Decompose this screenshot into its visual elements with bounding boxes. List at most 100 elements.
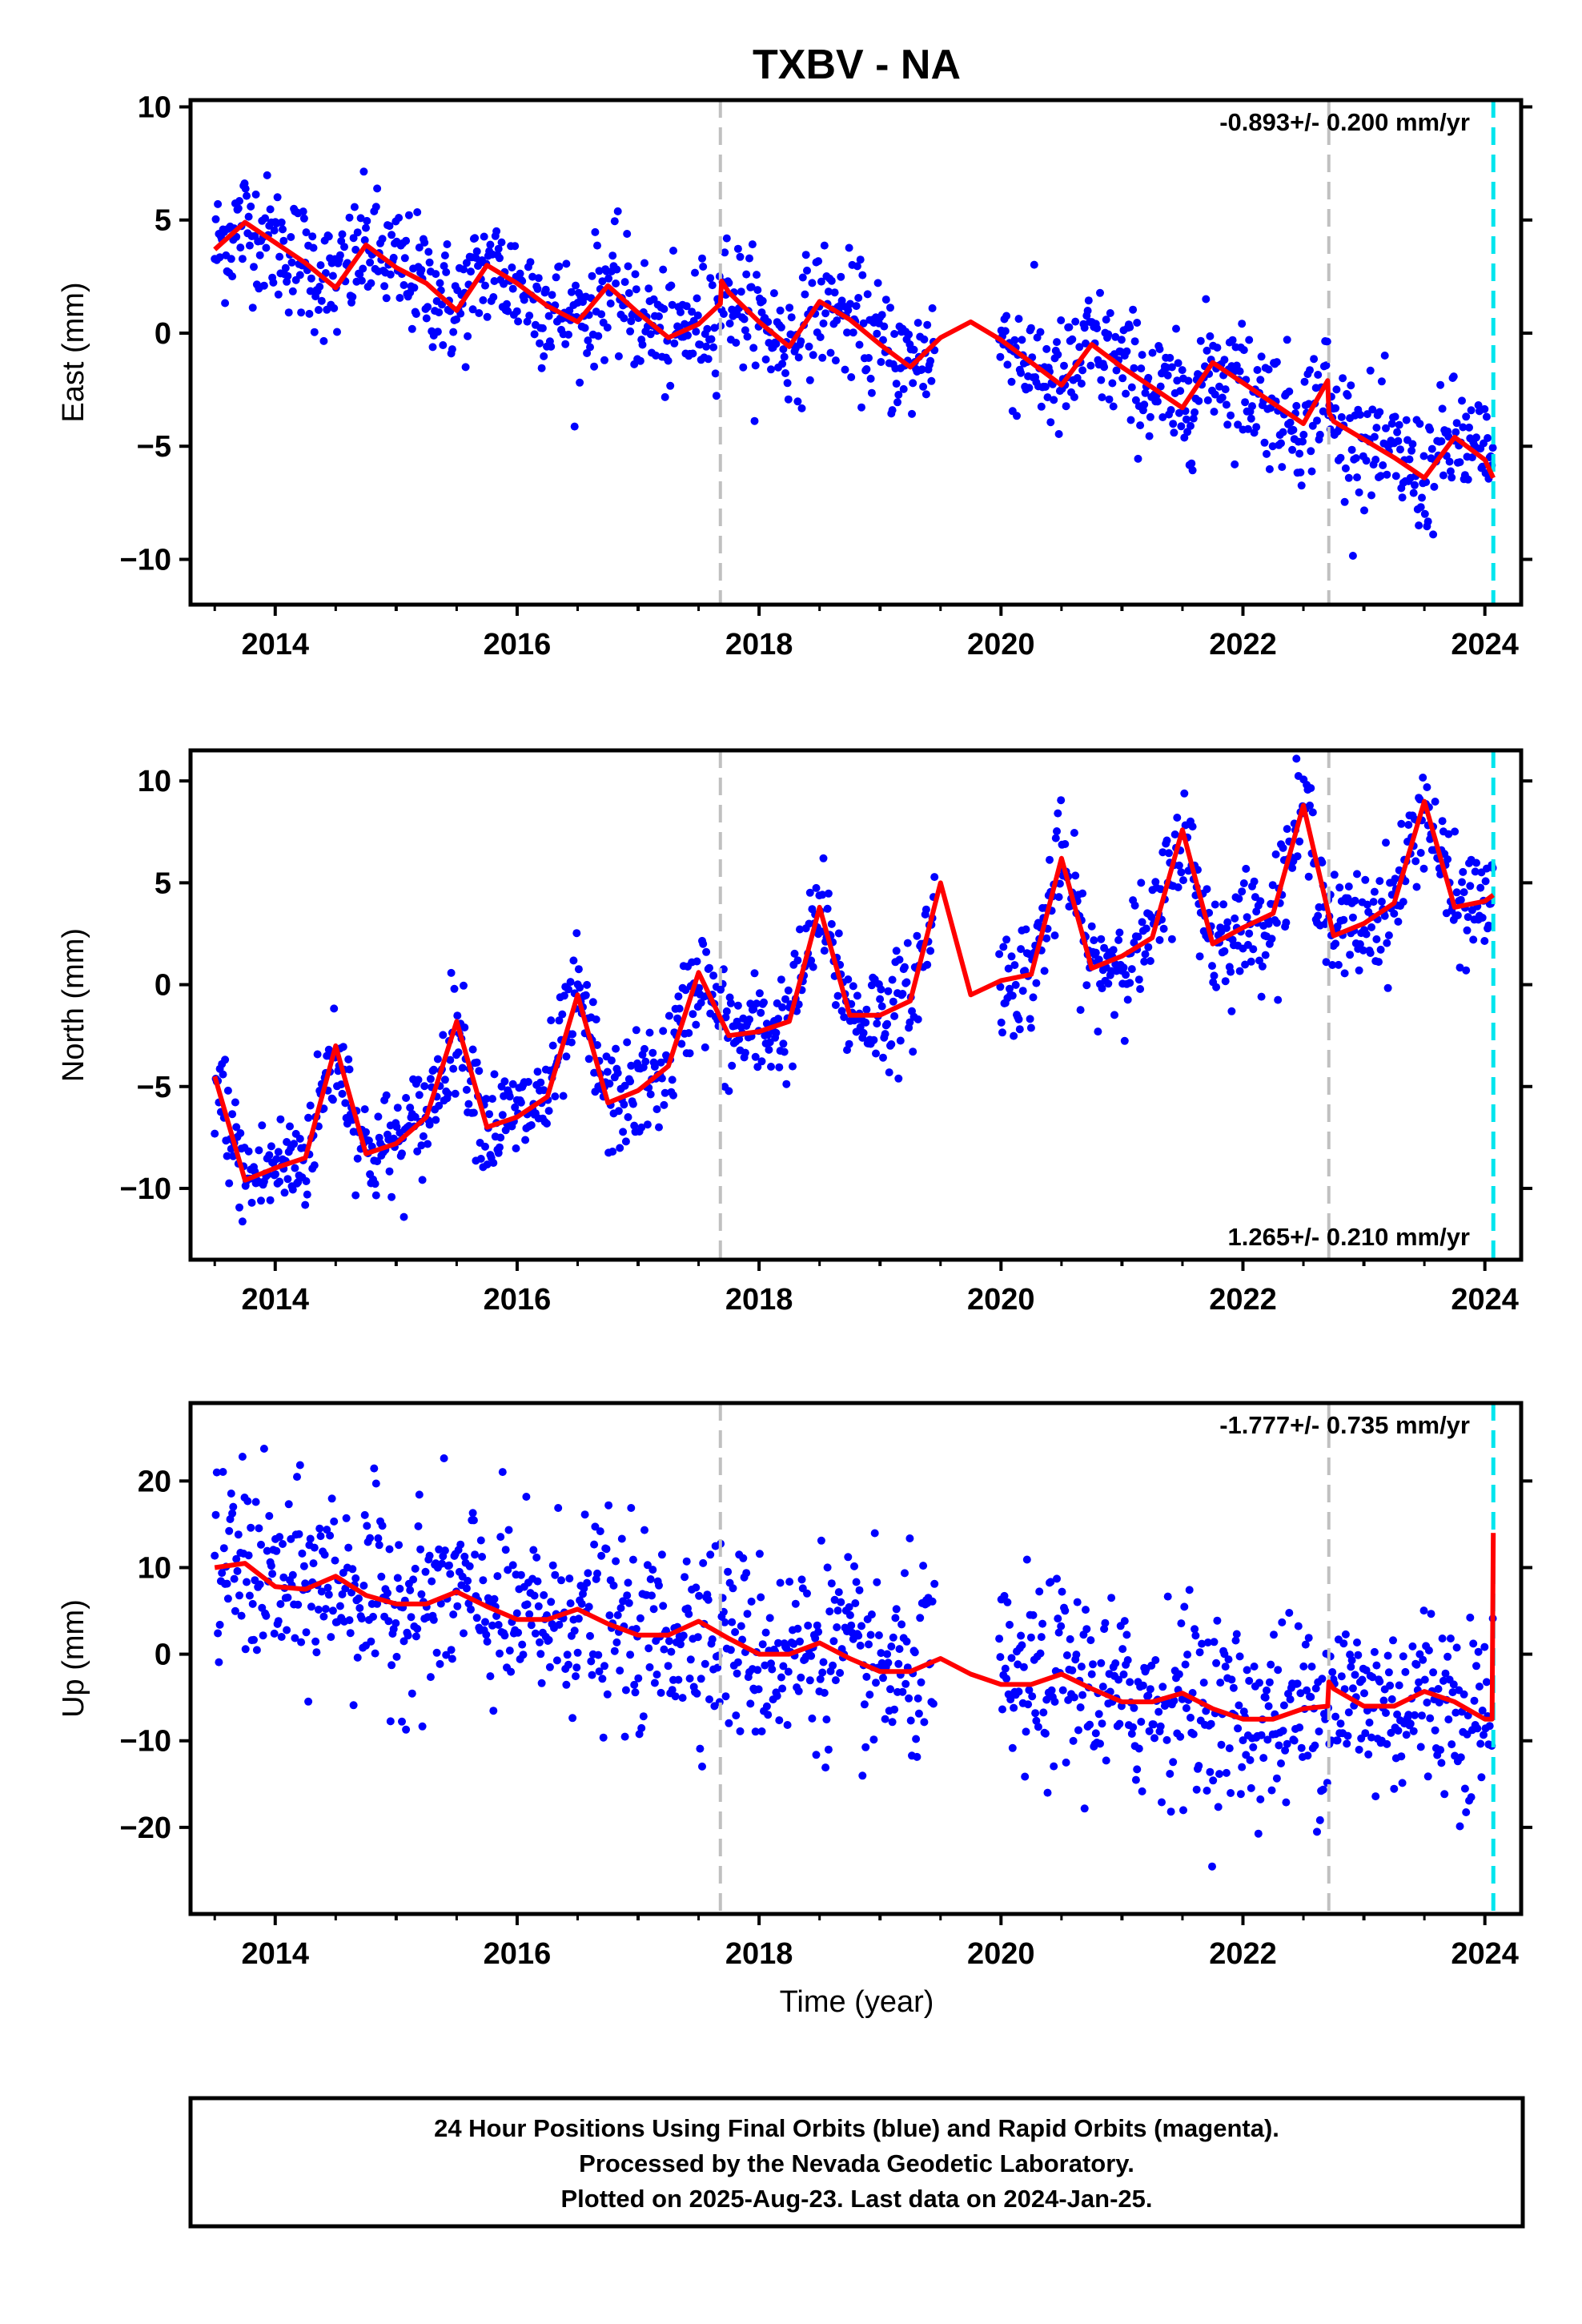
up-data-point (1145, 1727, 1154, 1735)
east-data-point (373, 184, 382, 193)
up-data-point (602, 1545, 611, 1554)
up-data-point (818, 1668, 827, 1677)
up-data-point (291, 1634, 299, 1642)
north-data-point (521, 1136, 530, 1144)
north-data-point (1195, 952, 1204, 961)
north-data-point (414, 1076, 423, 1084)
up-data-point (679, 1631, 688, 1640)
up-data-point (1383, 1739, 1391, 1748)
north-data-point (909, 1047, 917, 1056)
north-data-point (790, 949, 799, 958)
up-data-point (1480, 1642, 1489, 1651)
up-data-point (1050, 1762, 1058, 1771)
up-data-point (1301, 1640, 1310, 1649)
up-data-point (1482, 1678, 1491, 1687)
east-data-point (1158, 413, 1167, 421)
up-data-point (268, 1570, 277, 1578)
east-data-point (1213, 344, 1222, 352)
north-data-point (472, 1058, 481, 1067)
north-data-point (1091, 948, 1100, 957)
east-data-point (420, 238, 429, 247)
up-data-point (1452, 1708, 1460, 1717)
up-data-point (616, 1604, 625, 1612)
north-data-point (1098, 984, 1106, 993)
up-data-point (235, 1591, 243, 1600)
north-data-point (1382, 838, 1390, 847)
up-data-point (656, 1688, 665, 1697)
north-data-point (232, 1123, 241, 1132)
up-data-point (1185, 1586, 1194, 1594)
up-data-point (1397, 1752, 1406, 1761)
east-data-point (1299, 430, 1308, 439)
up-data-point (234, 1530, 243, 1539)
up-data-point (1447, 1740, 1456, 1749)
up-data-point (692, 1583, 701, 1592)
east-data-point (1247, 414, 1255, 423)
east-data-point (659, 265, 668, 274)
up-data-point (1082, 1606, 1090, 1614)
north-data-point (1040, 967, 1049, 975)
up-data-point (906, 1716, 915, 1725)
north-data-point (1122, 971, 1130, 979)
up-data-point (914, 1709, 923, 1718)
up-data-point (552, 1656, 561, 1665)
up-data-point (453, 1602, 462, 1610)
up-data-point (387, 1661, 396, 1670)
up-data-point (1031, 1709, 1040, 1718)
up-data-point (617, 1534, 626, 1543)
up-data-point (821, 1763, 830, 1772)
up-y-axis-label: Up (mm) (57, 1599, 90, 1718)
north-data-point (288, 1185, 297, 1194)
up-data-point (685, 1675, 694, 1683)
east-data-point (702, 342, 711, 351)
east-data-point (586, 343, 594, 352)
up-data-point (1082, 1625, 1091, 1634)
up-data-point (1043, 1788, 1052, 1797)
east-data-point (1084, 296, 1093, 305)
east-data-point (1025, 384, 1034, 392)
east-data-point (359, 167, 368, 176)
up-data-point (1440, 1790, 1449, 1799)
north-data-point (630, 1121, 639, 1130)
north-data-point (668, 1076, 677, 1084)
up-data-point (630, 1680, 639, 1689)
north-data-point (881, 1030, 889, 1039)
north-data-point (1147, 913, 1156, 922)
up-data-point (1006, 1620, 1014, 1629)
east-data-point (808, 279, 817, 287)
east-y-tick-label: 10 (138, 90, 171, 124)
up-data-point (414, 1522, 423, 1530)
east-data-point (1017, 368, 1026, 377)
up-data-point (1144, 1691, 1153, 1700)
up-data-point (247, 1523, 255, 1532)
east-data-point (644, 284, 653, 293)
up-data-point (1343, 1739, 1351, 1748)
north-data-point (1174, 883, 1182, 891)
north-data-point (1363, 900, 1371, 909)
up-data-point (1221, 1663, 1230, 1671)
east-data-point (1137, 364, 1146, 373)
east-data-point (1348, 552, 1357, 560)
east-data-point (1189, 414, 1198, 423)
east-data-point (737, 287, 745, 296)
up-data-point (1000, 1591, 1009, 1600)
up-data-point (418, 1722, 427, 1731)
east-data-point (250, 263, 258, 271)
east-data-point (1046, 418, 1055, 427)
east-data-point (843, 328, 851, 337)
east-data-point (827, 276, 836, 285)
up-data-point (867, 1610, 876, 1618)
up-data-point (366, 1534, 375, 1542)
up-data-point (1017, 1631, 1026, 1640)
north-data-point (590, 1068, 599, 1077)
up-data-point (758, 1640, 767, 1649)
east-data-point (888, 406, 897, 415)
east-data-point (1178, 366, 1186, 375)
up-data-point (664, 1662, 673, 1671)
up-data-point (547, 1598, 556, 1606)
east-data-point (1206, 332, 1215, 340)
north-data-point (1017, 945, 1026, 954)
east-data-point (1166, 353, 1174, 362)
east-data-point (1083, 307, 1092, 315)
